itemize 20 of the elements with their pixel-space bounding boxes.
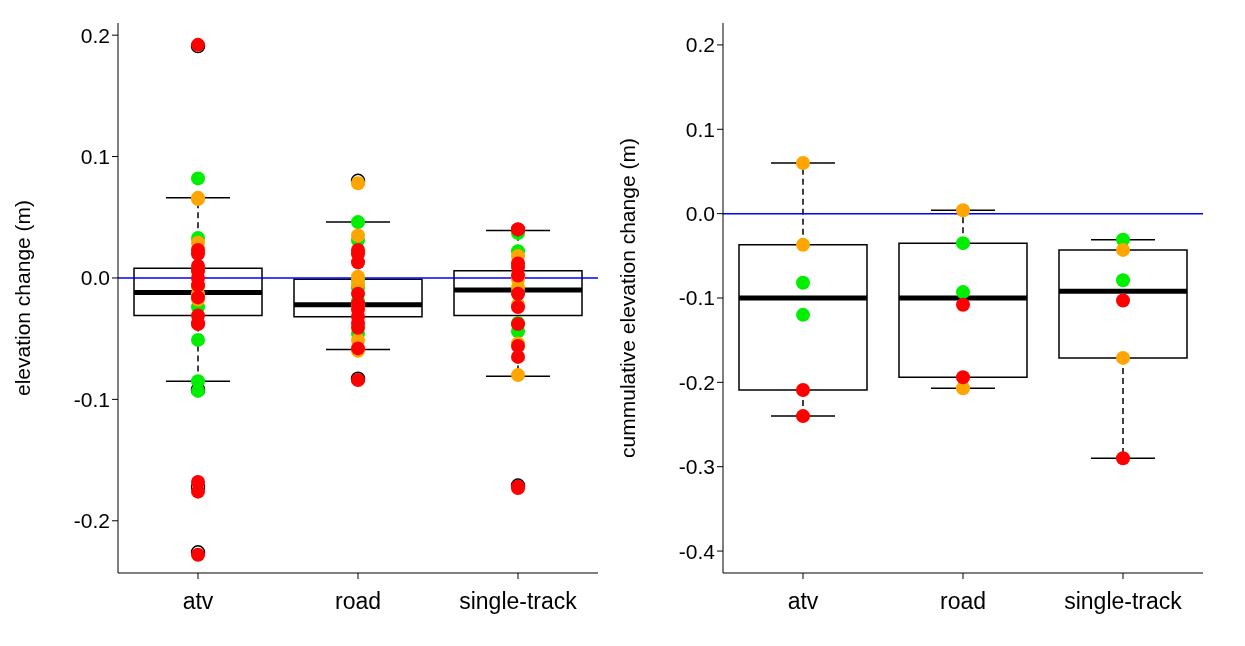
y-tick-label: 0.1 [80, 145, 110, 169]
y-tick-label: -0.1 [73, 387, 110, 411]
y-tick-label: 0.0 [80, 266, 110, 290]
y-tick-label: -0.1 [678, 286, 715, 310]
y-axis-title: elevation change (m) [11, 199, 35, 397]
y-tick-label: -0.4 [678, 539, 716, 563]
y-tick-label: 0.0 [685, 202, 715, 226]
x-tick-label: atv [787, 588, 819, 615]
y-tick-label: -0.2 [73, 509, 110, 533]
x-tick-label: atv [182, 588, 214, 615]
y-tick-label: 0.1 [685, 117, 715, 141]
y-tick-label: -0.2 [678, 370, 715, 394]
y-tick-label: -0.3 [678, 455, 715, 479]
y-tick-label: 0.2 [80, 23, 110, 47]
x-tick-label: single-track [459, 588, 578, 615]
y-tick-label: 0.2 [685, 33, 715, 57]
x-tick-label: road [334, 588, 382, 615]
x-tick-label: single-track [1064, 588, 1183, 615]
y-axis-title: cummulative elevation change (m) [616, 138, 640, 458]
x-tick-label: road [939, 588, 987, 615]
